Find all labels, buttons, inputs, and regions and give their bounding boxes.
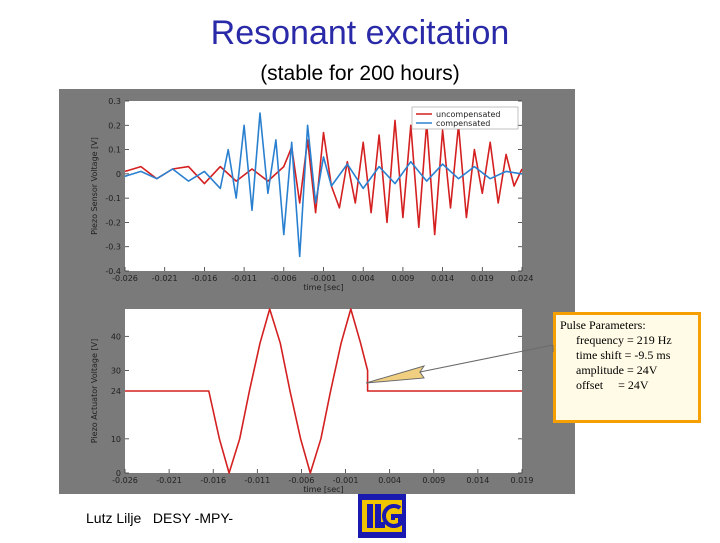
actuator-x-axis-label: time [sec] [303,485,343,494]
sensor-y-tick-label: 0.2 [108,121,121,130]
sensor-x-axis-label: time [sec] [303,283,343,292]
actuator-x-tick-label: 0.014 [466,476,489,485]
callout-offset: offset = 24V [576,378,649,392]
sensor-x-tick-label: 0.019 [471,274,494,283]
logo-letter-l [375,504,381,528]
logo-letter-i [367,504,373,528]
sensor-y-tick-label: 0.3 [108,97,121,106]
sensor-x-tick-label: -0.026 [112,274,138,283]
sensor-plot-area [125,101,522,271]
actuator-x-tick-label: -0.011 [244,476,270,485]
actuator-x-tick-label: -0.021 [156,476,182,485]
sensor-x-tick-label: 0.004 [352,274,375,283]
callout-time-shift: time shift = -9.5 ms [576,348,671,362]
sensor-x-tick-label: -0.001 [311,274,337,283]
chart-svg: -0.026 -0.021 -0.016 -0.011 -0.006 -0.001 0.00… [90,97,534,494]
sensor-x-tick-label: -0.006 [271,274,297,283]
slide-subtitle: (stable for 200 hours) [260,62,460,85]
pulse-parameters-callout: Pulse Parameters: frequency = 219 Hz tim… [553,312,701,423]
sensor-y-tick-label: -0.4 [105,267,121,276]
sensor-y-tick-label: 0.1 [108,146,121,155]
sensor-x-tick-label: -0.011 [231,274,257,283]
actuator-x-tick-label: -0.006 [289,476,315,485]
actuator-y-tick-label: 30 [111,367,121,376]
legend-box [411,106,519,130]
actuator-y-tick-label: 10 [111,435,121,444]
sensor-series-compensated [124,112,523,258]
sensor-x-tick-label: -0.016 [192,274,218,283]
actuator-series-line [125,308,522,474]
figure-panel: -0.026 -0.021 -0.016 -0.011 -0.006 -0.001 0.00… [59,89,575,494]
logo-letter-l-foot [375,522,385,528]
sensor-x-tick-label: 0.024 [511,274,534,283]
sensor-x-tick-label: -0.021 [152,274,178,283]
sensor-x-tick-label: 0.014 [431,274,454,283]
legend-entry: uncompensated [436,110,501,119]
actuator-x-tick-label: 0.009 [422,476,445,485]
sensor-y-tick-label: 0 [116,170,121,179]
actuator-x-tick-label: 0.004 [378,476,401,485]
sensor-y-tick-label: -0.2 [105,218,121,227]
slide-title: Resonant excitation [210,14,510,52]
callout-heading: Pulse Parameters: [560,318,646,332]
actuator-y-tick-label: 24 [111,387,121,396]
callout-frequency: frequency = 219 Hz [576,333,672,347]
footer-author: Lutz Lilje DESY -MPY- [86,510,234,526]
sensor-y-tick-label: -0.3 [105,243,121,252]
sensor-y-tick-label: -0.1 [105,194,121,203]
actuator-y-tick-label: 0 [116,469,121,478]
ilc-logo-icon [358,494,406,538]
actuator-x-tick-label: 0.019 [511,476,534,485]
actuator-y-tick-label: 40 [111,332,121,341]
sensor-series-uncompensated [124,119,523,236]
actuator-x-tick-label: -0.001 [333,476,359,485]
legend-entry: compensated [436,119,490,128]
callout-amplitude: amplitude = 24V [576,363,658,377]
actuator-x-tick-label: -0.016 [200,476,226,485]
sensor-x-tick-label: 0.009 [391,274,414,283]
actuator-y-axis-label: Piezo Actuator Voltage [V] [90,339,99,443]
actuator-x-tick-label: -0.026 [112,476,138,485]
sensor-y-axis-label: Piezo Sensor Voltage [V] [90,137,99,235]
logo-letter-c [382,504,402,528]
